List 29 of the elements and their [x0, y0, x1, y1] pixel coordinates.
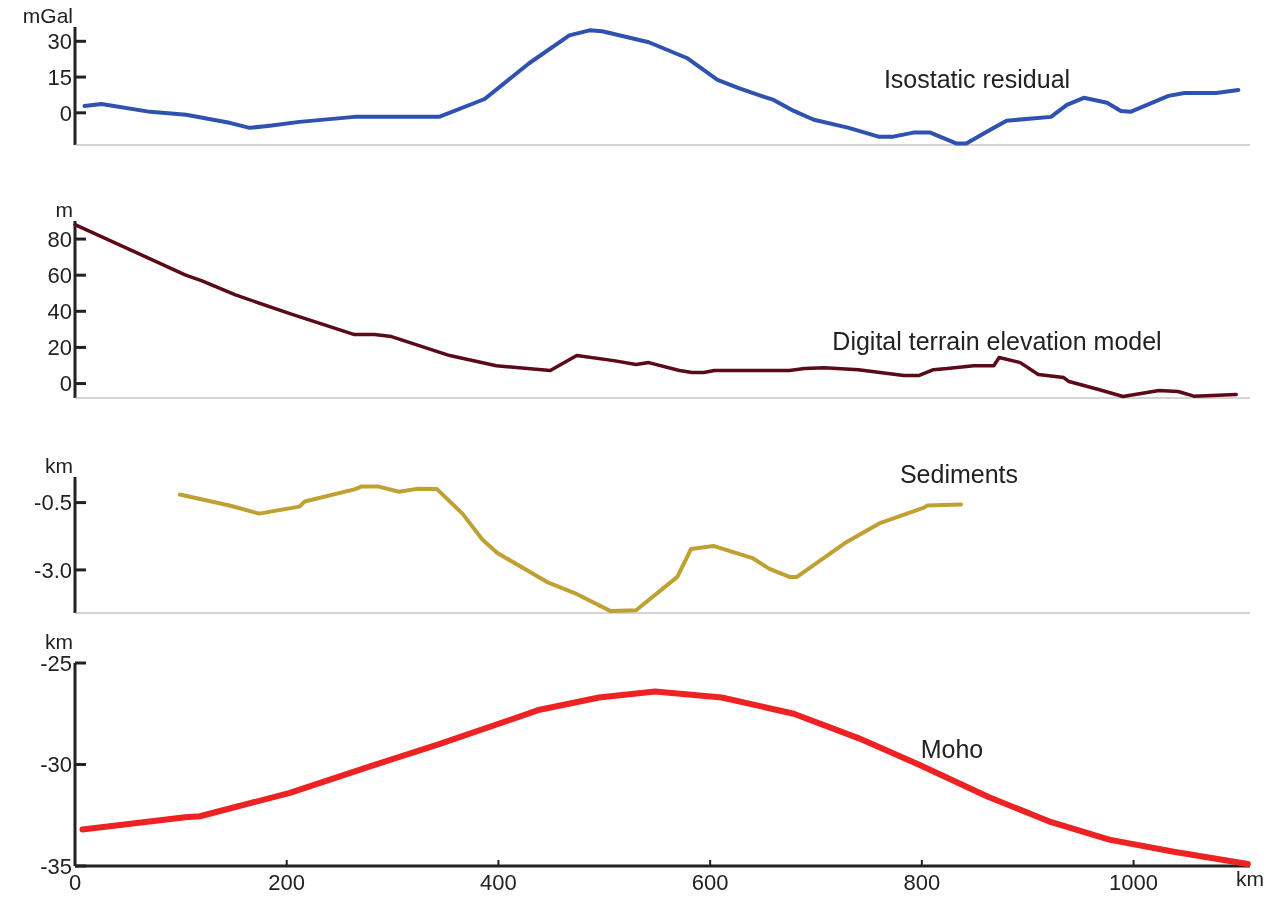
- series-label: Isostatic residual: [883, 65, 1071, 93]
- y-tick-label: -0.5: [34, 490, 72, 516]
- series-label: Moho: [920, 735, 984, 763]
- x-axis-title: km: [1236, 867, 1264, 890]
- y-tick-label: 30: [47, 29, 72, 54]
- x-tick-label: 200: [268, 870, 306, 895]
- line-series: [82, 28, 1241, 146]
- line-series: [177, 484, 964, 614]
- y-axis-title: m: [55, 198, 73, 221]
- y-tick-label: 20: [47, 335, 72, 361]
- y-axis-title: km: [45, 630, 73, 653]
- series-label: Digital terrain elevation model: [832, 327, 1162, 355]
- y-tick-label: 15: [47, 64, 72, 90]
- series-label: Sediments: [899, 460, 1019, 488]
- x-tick-label: 800: [903, 870, 941, 895]
- y-axis-title: km: [45, 454, 73, 477]
- y-tick-label: -3.0: [34, 557, 72, 583]
- y-tick-label: 40: [47, 299, 72, 325]
- y-axis-title: mGal: [22, 4, 73, 27]
- y-tick-label: 60: [47, 262, 72, 288]
- y-tick-label: -30: [40, 752, 72, 778]
- x-tick-label: 1000: [1109, 870, 1159, 895]
- y-tick-label: -25: [40, 650, 72, 676]
- line-series: [73, 222, 1238, 399]
- y-tick-label: 0: [59, 371, 72, 397]
- x-tick-label: 600: [691, 870, 729, 895]
- y-tick-label: 0: [59, 100, 72, 126]
- x-tick-label: 400: [480, 870, 517, 895]
- y-tick-label: 80: [47, 226, 72, 252]
